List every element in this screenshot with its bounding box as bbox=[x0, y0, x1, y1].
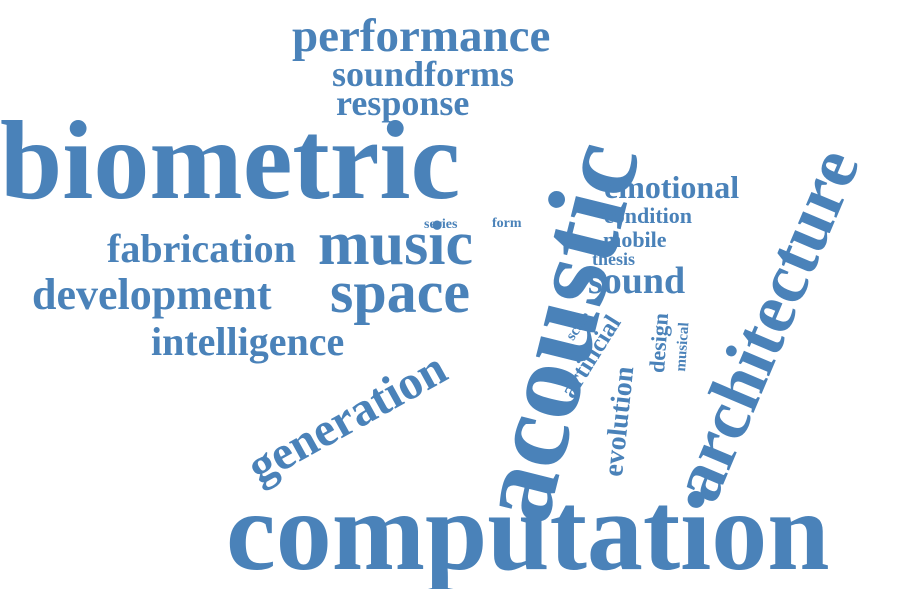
word-mobile: mobile bbox=[603, 227, 667, 252]
word-condition: condition bbox=[604, 203, 693, 228]
word-music: music bbox=[318, 210, 473, 278]
word-musical: musical bbox=[673, 321, 693, 373]
word-intelligence: intelligence bbox=[151, 319, 345, 364]
word-development: development bbox=[32, 270, 272, 319]
word-performance: performance bbox=[292, 10, 551, 62]
word-fabrication: fabrication bbox=[107, 226, 296, 271]
word-soundforms: soundforms bbox=[332, 54, 515, 94]
word-sound: sound bbox=[588, 260, 686, 302]
word-emotional: emotional bbox=[604, 169, 740, 205]
word-space: space bbox=[330, 259, 470, 325]
word-series: series bbox=[424, 217, 458, 232]
word-form: form bbox=[492, 216, 522, 231]
word-design: design bbox=[644, 312, 674, 374]
word-response: response bbox=[336, 83, 470, 123]
word-thesis: thesis bbox=[592, 249, 636, 269]
word-computation: computation bbox=[226, 470, 830, 589]
word-biometric: biometric bbox=[0, 99, 461, 223]
